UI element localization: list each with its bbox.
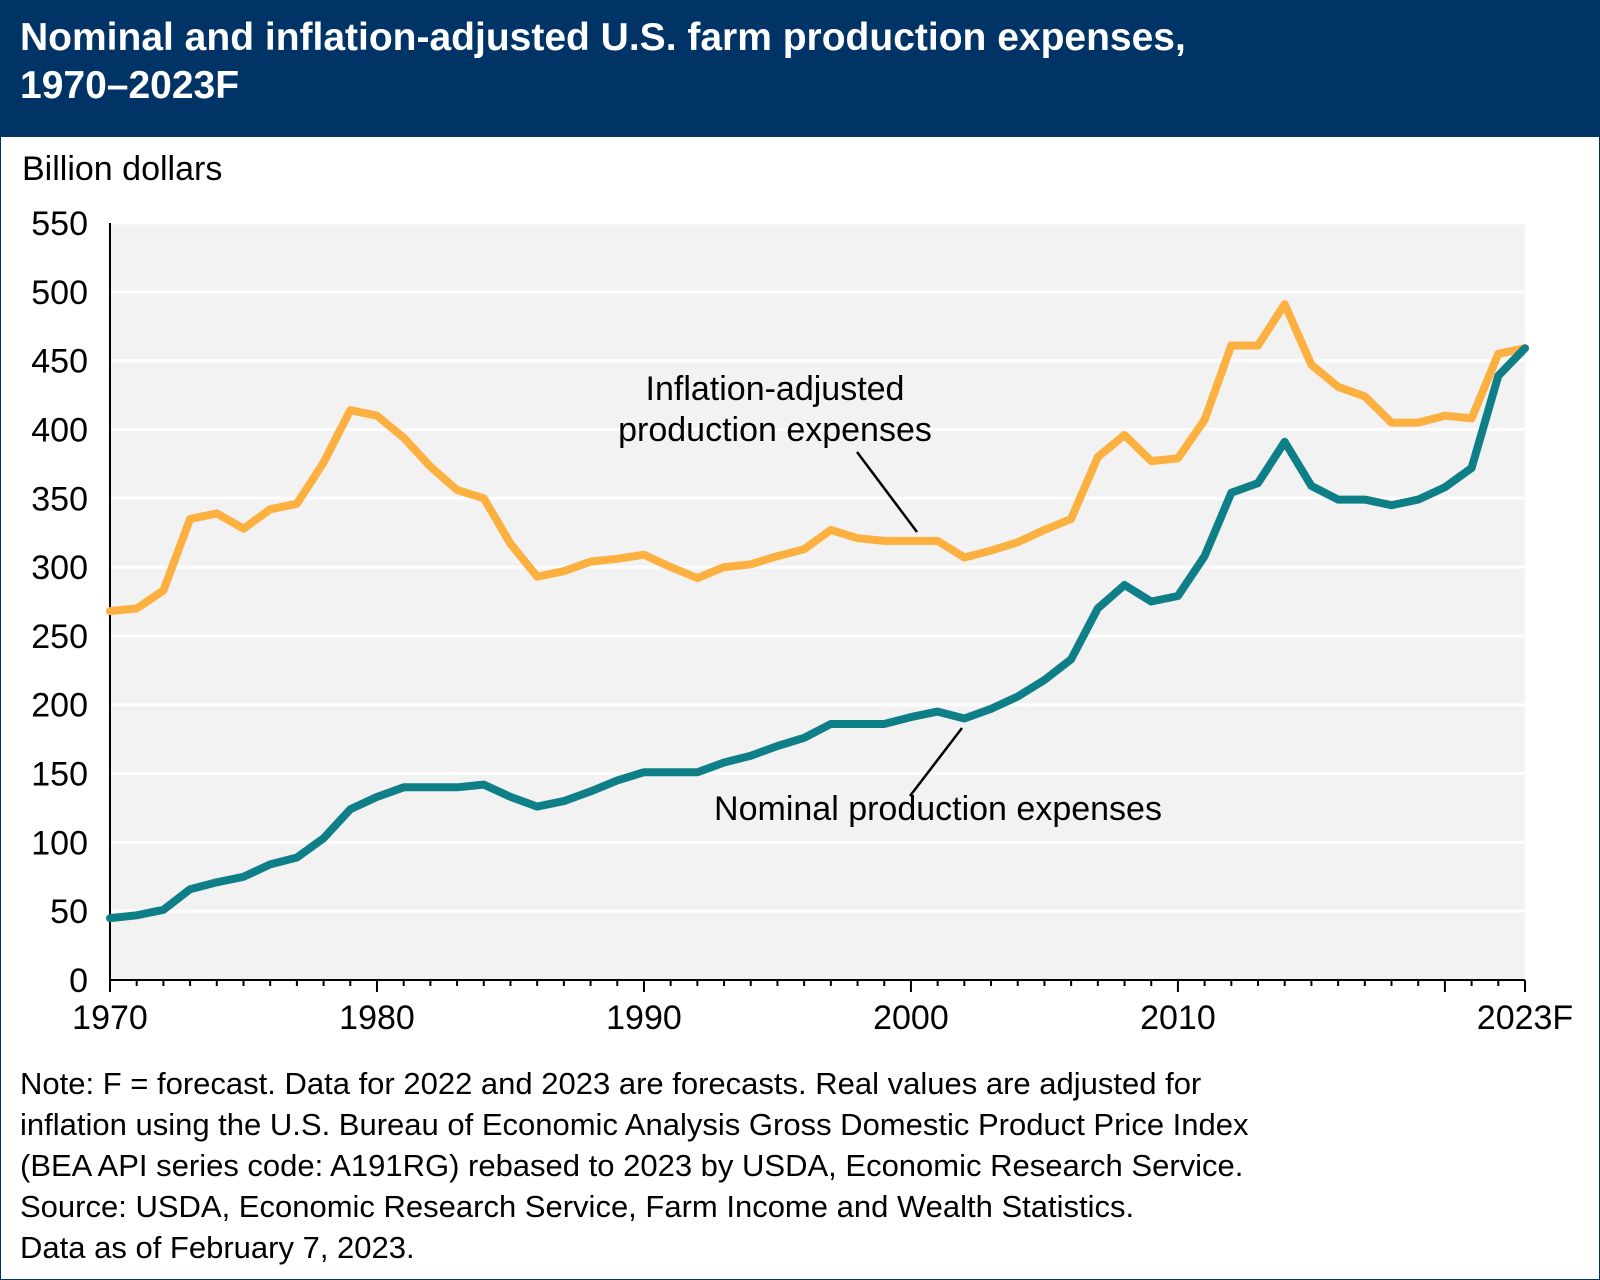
title-bar: Nominal and inflation-adjusted U.S. farm… (0, 0, 1600, 137)
x-tick-label: 2023F (1477, 999, 1573, 1037)
line-chart: 0 50 100 150 200 250 300 350 400 450 500 550 1970 198… (31, 205, 1573, 1037)
y-tick-label: 300 (31, 549, 88, 587)
note-line-1: Note: F = forecast. Data for 2022 and 20… (20, 1066, 1202, 1101)
y-tick-label: 500 (31, 274, 88, 312)
inflation-adjusted-label-line: Inflation-adjusted (646, 370, 905, 408)
nominal-line (106, 344, 1529, 923)
inflation-adjusted-label: Inflation-adjusted production expenses (618, 370, 932, 449)
y-tick-label: 400 (31, 411, 88, 449)
y-tick-label: 150 (31, 756, 88, 794)
y-tick-label: 250 (31, 618, 88, 656)
plot-area (110, 223, 1525, 980)
chart-title: Nominal and inflation-adjusted U.S. farm… (20, 16, 1186, 107)
inflation-adjusted-label-line: production expenses (618, 411, 932, 449)
x-tick-label: 2010 (1140, 999, 1216, 1037)
y-tick-label: 100 (31, 824, 88, 862)
y-tick-label: 0 (69, 962, 88, 1000)
inflation-adjusted-leader-line (856, 451, 918, 533)
y-tick-label: 450 (31, 343, 88, 381)
note-line-3: (BEA API series code: A191RG) rebased to… (20, 1148, 1244, 1183)
y-tick-label: 50 (50, 893, 88, 931)
note-line-2: inflation using the U.S. Bureau of Econo… (20, 1107, 1249, 1142)
nominal-leader-line (909, 727, 963, 797)
x-tick-label: 1990 (606, 999, 682, 1037)
source-line: Source: USDA, Economic Research Service,… (20, 1189, 1135, 1224)
y-tick-label: 550 (31, 205, 88, 243)
x-tick-label: 2000 (873, 999, 949, 1037)
x-tick-label: 1980 (339, 999, 415, 1037)
y-tick-label: 350 (31, 480, 88, 518)
chart-note: Note: F = forecast. Data for 2022 and 20… (20, 1063, 1590, 1268)
y-tick-label: 200 (31, 687, 88, 725)
inflation-adjusted-line (106, 300, 1529, 616)
data-date-line: Data as of February 7, 2023. (20, 1230, 415, 1265)
y-axis-unit-label: Billion dollars (22, 150, 223, 188)
x-tick-label: 1970 (72, 999, 148, 1037)
nominal-label: Nominal production expenses (714, 790, 1162, 828)
